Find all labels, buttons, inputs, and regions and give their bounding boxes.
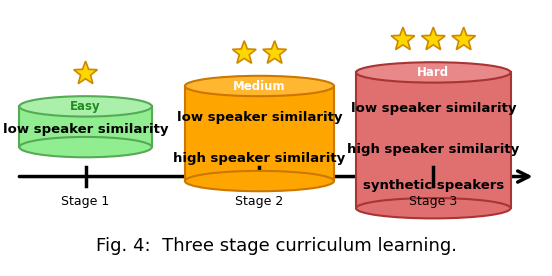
Ellipse shape bbox=[356, 198, 511, 218]
FancyBboxPatch shape bbox=[356, 72, 511, 208]
Ellipse shape bbox=[356, 62, 511, 83]
Ellipse shape bbox=[185, 171, 334, 191]
Polygon shape bbox=[452, 27, 475, 50]
Text: Stage 2: Stage 2 bbox=[235, 195, 284, 208]
Text: Fig. 4:  Three stage curriculum learning.: Fig. 4: Three stage curriculum learning. bbox=[95, 237, 457, 255]
Ellipse shape bbox=[19, 137, 152, 157]
Polygon shape bbox=[391, 27, 415, 50]
Text: low speaker similarity: low speaker similarity bbox=[177, 111, 342, 124]
Text: Stage 3: Stage 3 bbox=[409, 195, 458, 208]
Polygon shape bbox=[74, 61, 97, 84]
Text: synthetic speakers: synthetic speakers bbox=[363, 179, 504, 192]
Polygon shape bbox=[263, 41, 286, 63]
Text: Stage 1: Stage 1 bbox=[61, 195, 110, 208]
Polygon shape bbox=[232, 41, 256, 63]
Text: Hard: Hard bbox=[417, 66, 449, 79]
Text: low speaker similarity: low speaker similarity bbox=[3, 123, 168, 136]
Ellipse shape bbox=[19, 96, 152, 116]
FancyBboxPatch shape bbox=[19, 106, 152, 147]
Ellipse shape bbox=[185, 76, 334, 96]
Text: Easy: Easy bbox=[70, 100, 101, 113]
Polygon shape bbox=[422, 27, 445, 50]
Text: low speaker similarity: low speaker similarity bbox=[351, 102, 516, 115]
Text: Medium: Medium bbox=[233, 79, 286, 92]
Text: high speaker similarity: high speaker similarity bbox=[173, 152, 346, 165]
FancyBboxPatch shape bbox=[185, 86, 334, 181]
Text: high speaker similarity: high speaker similarity bbox=[347, 143, 519, 156]
